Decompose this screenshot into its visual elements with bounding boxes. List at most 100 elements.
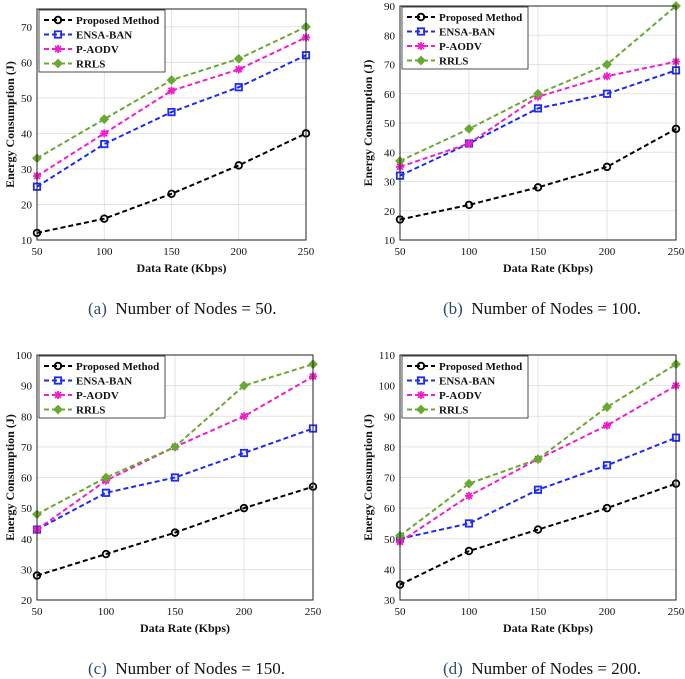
x-tick-label: 50 [395, 246, 407, 258]
x-tick-label: 200 [236, 606, 253, 618]
caption-d-text: Number of Nodes = 200. [471, 659, 641, 678]
x-tick-label: 100 [461, 606, 478, 618]
data-point-proposed [101, 549, 111, 559]
chart-c: 50 100 150 200 250 20 30 40 50 60 70 80 90 100 Data Ra… [3, 350, 322, 635]
data-point-rrls [533, 88, 543, 99]
data-point-paodv [603, 421, 611, 430]
series-line-proposed [36, 485, 314, 577]
legend-entry-rrls: RRLS [44, 59, 105, 71]
x-tick-label: 50 [395, 606, 407, 618]
x-tick-label: 250 [668, 606, 685, 618]
legend-marker-ensa [53, 376, 63, 385]
data-point-proposed [234, 161, 243, 170]
y-tick-label: 60 [21, 473, 33, 485]
data-point-proposed [533, 525, 543, 534]
caption-b-label: (b) [443, 299, 463, 318]
axes-frame [399, 5, 677, 241]
legend-label-rrls: RRLS [439, 405, 468, 417]
chart-panel-d: 50 100 150 200 250 30 40 50 60 70 80 90 100 110 Data R… [358, 345, 685, 640]
data-point-rrls [602, 59, 612, 70]
y-axis-label: Energy Consumption (J) [3, 61, 17, 188]
data-point-ensa [602, 461, 612, 470]
data-point-paodv [167, 86, 176, 95]
caption-b: (b) Number of Nodes = 100. [443, 299, 641, 319]
data-point-proposed [170, 528, 180, 537]
y-tick-label: 100 [379, 381, 396, 393]
data-point-rrls [99, 114, 110, 125]
data-point-rrls [533, 454, 543, 465]
y-tick-label: 50 [384, 534, 396, 546]
legend-marker-paodv [54, 391, 62, 399]
x-tick-label: 100 [461, 246, 478, 258]
axes-frame [399, 354, 677, 601]
legend-entry-ensa: ENSA-BAN [44, 376, 132, 388]
legend-marker-rrls [53, 58, 63, 69]
data-point-proposed [239, 503, 249, 513]
data-point-proposed [100, 214, 109, 223]
y-tick-label: 30 [384, 177, 396, 189]
legend-marker-paodv [417, 42, 425, 50]
y-tick-label: 50 [384, 118, 396, 130]
data-point-paodv [234, 65, 243, 74]
legend-entry-proposed: Proposed Method [407, 12, 522, 24]
data-point-proposed [167, 189, 176, 198]
data-point-ensa [100, 139, 109, 149]
caption-a-label: (a) [88, 299, 107, 318]
x-axis-label: Data Rate (Kbps) [503, 621, 593, 635]
x-tick-label: 50 [32, 606, 44, 618]
y-tick-label: 40 [384, 147, 396, 159]
y-tick-label: 70 [21, 442, 33, 454]
y-tick-label: 50 [21, 503, 33, 515]
legend-label-proposed: Proposed Method [76, 361, 159, 373]
data-point-ensa [602, 89, 612, 98]
series-line-ensa [36, 54, 307, 188]
y-tick-label: 70 [21, 22, 33, 34]
x-axis-label: Data Rate (Kbps) [137, 261, 227, 275]
chart-a: 50 100 150 200 250 10 20 30 40 50 60 70 Data Rate (K… [3, 8, 315, 275]
legend-label-rrls: RRLS [439, 56, 468, 68]
legend-entry-rrls: RRLS [44, 405, 105, 417]
y-tick-label: 60 [384, 503, 396, 515]
caption-c-label: (c) [88, 659, 107, 678]
legend-entry-paodv: P-AODV [407, 390, 482, 402]
y-tick-label: 10 [21, 235, 33, 247]
legend-label-proposed: Proposed Method [76, 15, 159, 27]
data-point-paodv [100, 129, 109, 138]
data-point-rrls [464, 478, 474, 489]
data-point-paodv [603, 72, 611, 81]
legend-marker-ensa [53, 30, 63, 39]
data-point-ensa [170, 473, 180, 482]
y-tick-label: 40 [21, 128, 33, 140]
data-point-ensa [101, 488, 111, 497]
legend-label-proposed: Proposed Method [439, 361, 522, 373]
series-line-proposed [399, 482, 677, 586]
grid-lines [36, 9, 307, 241]
legend-label-rrls: RRLS [76, 59, 105, 71]
y-tick-label: 70 [384, 473, 396, 485]
data-point-rrls [166, 75, 177, 85]
data-point-proposed [533, 183, 543, 192]
legend: Proposed Method ENSA-BAN P-AODV RRLS [38, 9, 166, 73]
legend-entry-paodv: P-AODV [44, 44, 119, 56]
series-line-ensa [399, 436, 677, 540]
data-point-ensa [239, 448, 249, 458]
chart-b: 50 100 150 200 250 10 20 30 40 50 60 70 80 90 Data Rat… [361, 1, 685, 275]
legend-marker-proposed [416, 361, 426, 371]
legend-label-ensa: ENSA-BAN [439, 376, 495, 388]
series-line-proposed [36, 132, 307, 234]
legend-entry-rrls: RRLS [407, 405, 468, 417]
y-tick-label: 20 [21, 595, 33, 607]
data-point-rrls [602, 402, 612, 412]
legend-entry-ensa: ENSA-BAN [407, 27, 495, 39]
y-tick-label: 70 [384, 60, 396, 72]
data-point-paodv [465, 491, 473, 500]
data-point-rrls [233, 53, 244, 64]
chart-panel-a: 50 100 150 200 250 10 20 30 40 50 60 70 Data Rate (K… [0, 0, 330, 290]
x-tick-label: 100 [96, 246, 113, 258]
y-tick-label: 90 [21, 381, 33, 393]
y-axis-label: Energy Consumption (J) [361, 60, 375, 187]
chart-panel-c: 50 100 150 200 250 20 30 40 50 60 70 80 90 100 Data Ra… [0, 345, 330, 640]
legend-label-ensa: ENSA-BAN [76, 376, 132, 388]
data-point-ensa [167, 107, 176, 117]
y-axis-label: Energy Consumption (J) [361, 414, 375, 541]
